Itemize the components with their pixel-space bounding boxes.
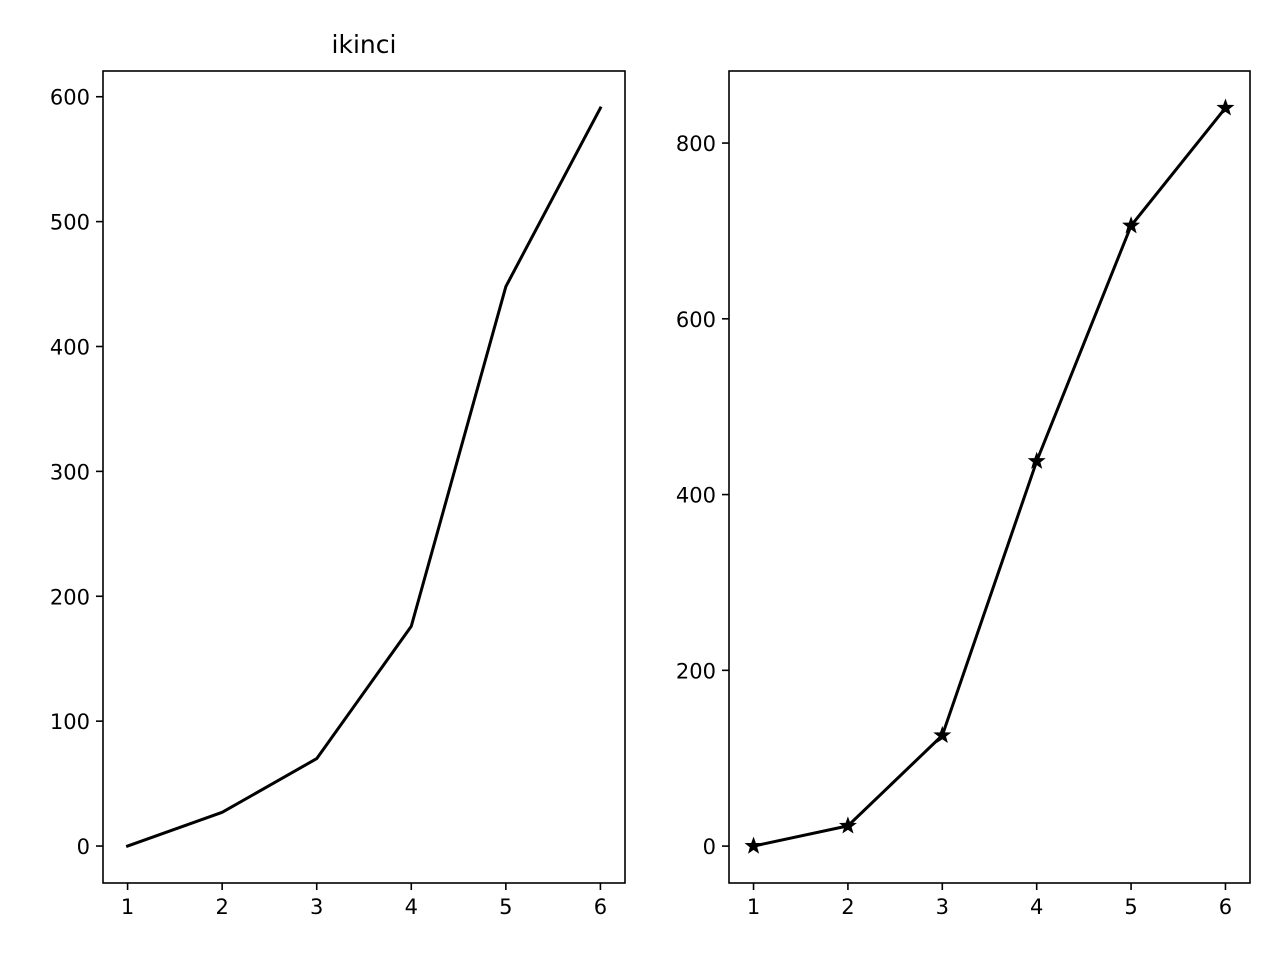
data-point	[744, 836, 763, 854]
x-tick-label: 1	[747, 895, 760, 919]
x-tick-label: 4	[1030, 895, 1043, 919]
y-tick-label: 400	[676, 484, 716, 508]
chart-right: 1 2 3 4 5 6 0 200 400 600 800	[676, 70, 1251, 919]
y-tick-label: 500	[50, 211, 90, 235]
y-tick-label: 200	[676, 659, 716, 683]
data-point	[1122, 216, 1141, 234]
x-tick-label: 5	[1124, 895, 1137, 919]
axes-frame	[102, 70, 626, 884]
x-tick-label: 1	[121, 895, 134, 919]
x-tick-label: 4	[405, 895, 418, 919]
y-tick-label: 200	[50, 585, 90, 609]
y-tick-label: 300	[50, 460, 90, 484]
y-tick-label: 800	[676, 132, 716, 156]
chart-left: ikinci 1 2 3 4 5 6 0 100 200 300 400 500 600	[50, 30, 626, 919]
x-tick-label: 5	[499, 895, 512, 919]
series-line	[751, 105, 1228, 848]
axes-frame	[728, 70, 1251, 884]
data-point	[1216, 98, 1235, 116]
y-tick-label: 100	[50, 710, 90, 734]
x-tick-label: 2	[841, 895, 854, 919]
x-tick-label: 3	[310, 895, 323, 919]
y-tick-label: 0	[77, 835, 90, 859]
y-tick-label: 600	[676, 308, 716, 332]
data-point	[933, 725, 952, 744]
data-point	[838, 816, 857, 834]
y-tick-label: 400	[50, 335, 90, 359]
series-line	[125, 105, 603, 848]
y-tick-label: 0	[703, 835, 716, 859]
chart-title: ikinci	[332, 30, 397, 59]
x-tick-label: 2	[215, 895, 228, 919]
y-tick-label: 600	[50, 86, 90, 110]
x-tick-label: 6	[1219, 895, 1232, 919]
data-point	[1027, 451, 1046, 469]
x-tick-label: 6	[594, 895, 607, 919]
x-tick-label: 3	[936, 895, 949, 919]
